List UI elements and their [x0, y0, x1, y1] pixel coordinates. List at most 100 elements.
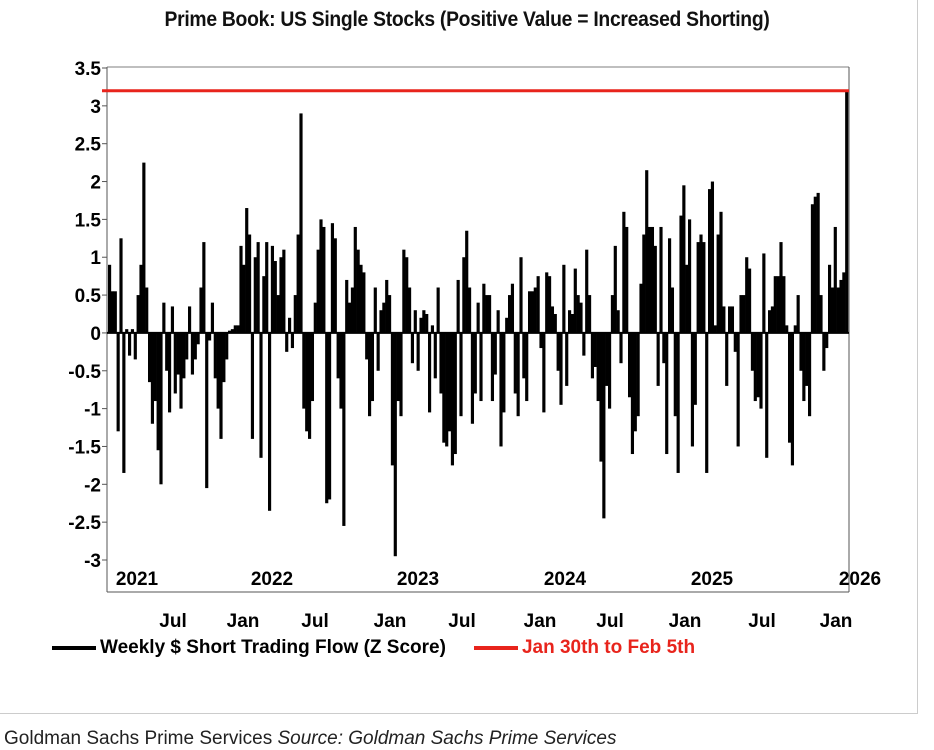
bar — [182, 332, 186, 379]
bar — [765, 332, 769, 458]
bar — [759, 332, 763, 409]
month-label: Jan — [669, 611, 702, 632]
bar — [148, 332, 152, 383]
legend-swatch-weekly-flow — [52, 646, 96, 650]
bar — [122, 332, 126, 473]
bar — [773, 276, 777, 333]
bar — [533, 287, 537, 333]
bar — [679, 215, 683, 333]
bar — [330, 223, 335, 333]
bar — [116, 332, 120, 432]
bar — [508, 295, 512, 333]
bar — [553, 314, 557, 333]
bar — [676, 332, 680, 473]
month-label: Jul — [596, 611, 623, 632]
frame-divider — [0, 713, 918, 714]
bar — [273, 261, 277, 333]
bar — [402, 249, 406, 333]
bar — [473, 332, 477, 394]
bar — [302, 332, 306, 409]
chart-title: Prime Book: US Single Stocks (Positive V… — [164, 8, 770, 31]
footer-source-name: Goldman Sachs Prime Services — [348, 728, 617, 749]
bar — [719, 211, 723, 333]
legend-swatch-current-week — [473, 646, 518, 650]
bar — [173, 332, 177, 394]
bar — [279, 257, 283, 333]
y-tick-label: -1 — [84, 400, 101, 421]
bar — [439, 332, 443, 394]
bar — [545, 272, 549, 333]
year-label: 2024 — [544, 569, 587, 590]
bar — [479, 332, 483, 402]
month-label: Jan — [820, 611, 853, 632]
bar — [350, 287, 355, 333]
bar — [290, 332, 295, 349]
bar — [393, 332, 397, 557]
bar — [579, 302, 583, 333]
bar — [333, 238, 337, 333]
bar — [613, 245, 617, 333]
bar — [428, 332, 432, 413]
bar — [413, 310, 417, 333]
bar — [142, 162, 146, 333]
bar — [670, 287, 675, 333]
bar — [328, 332, 332, 500]
y-tick-label: -3 — [84, 551, 101, 572]
bar — [530, 291, 535, 333]
bar — [262, 276, 266, 333]
bar — [453, 332, 457, 455]
bar — [496, 310, 500, 333]
bar — [536, 276, 540, 333]
bar — [693, 332, 697, 405]
footer-source-label: Source: — [277, 728, 343, 749]
bar — [202, 242, 206, 333]
bar — [153, 332, 157, 402]
bar — [342, 332, 346, 526]
legend-label-weekly-flow: Weekly $ Short Trading Flow (Z Score) — [100, 637, 446, 658]
bar — [213, 332, 217, 379]
bar — [539, 332, 543, 349]
bar — [245, 208, 249, 333]
bar — [230, 329, 235, 333]
bar — [119, 238, 123, 333]
bar — [193, 332, 197, 360]
bar — [462, 257, 466, 333]
bar — [190, 332, 195, 375]
bar — [359, 264, 363, 333]
bar — [425, 314, 429, 333]
bar — [628, 332, 632, 398]
bar — [722, 306, 726, 333]
bar — [768, 310, 772, 333]
bar — [450, 332, 455, 466]
bar — [602, 332, 606, 519]
bar — [250, 332, 255, 439]
bar — [705, 332, 709, 473]
bar — [542, 332, 546, 413]
bar — [842, 272, 846, 333]
bar — [493, 332, 497, 375]
bar — [702, 242, 706, 333]
bar — [739, 295, 743, 333]
bar — [196, 332, 200, 345]
bar — [753, 332, 757, 402]
bar — [159, 332, 163, 485]
bar — [313, 302, 317, 333]
bar — [625, 226, 629, 333]
bar — [756, 332, 760, 398]
month-label: Jan — [524, 611, 557, 632]
bar — [113, 291, 117, 333]
bar — [399, 332, 403, 417]
bar — [248, 234, 252, 333]
bar — [822, 332, 826, 371]
bar — [319, 219, 323, 333]
bar — [282, 249, 286, 333]
bar — [365, 332, 369, 360]
y-tick-label: -2.5 — [68, 513, 101, 534]
bar — [370, 332, 375, 402]
bar — [382, 302, 386, 333]
year-label: 2026 — [839, 569, 881, 590]
bar — [659, 226, 663, 333]
y-tick-label: -0.5 — [68, 362, 101, 383]
bar — [145, 287, 149, 333]
bar — [210, 302, 215, 333]
